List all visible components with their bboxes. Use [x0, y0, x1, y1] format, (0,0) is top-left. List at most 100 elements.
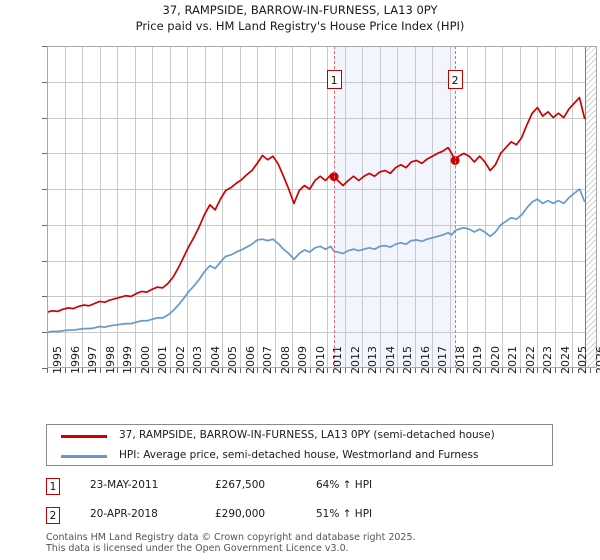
x-axis-label: 2023 [541, 346, 555, 374]
transaction-price: £267,500 [215, 479, 266, 491]
x-axis-label: 1995 [51, 346, 64, 374]
gridline-vertical [292, 46, 294, 368]
gridline-horizontal [47, 153, 597, 155]
legend-color-swatch [61, 455, 107, 458]
x-axis-tick [239, 368, 241, 373]
gridline-vertical [484, 46, 486, 368]
page-subtitle: Price paid vs. HM Land Registry's House … [135, 19, 465, 33]
gridline-horizontal [47, 224, 597, 226]
gridline-vertical [344, 46, 346, 368]
gridline-vertical [152, 46, 154, 368]
transaction-number-badge: 2 [46, 507, 60, 524]
gridline-vertical [327, 46, 329, 368]
x-axis-label: 1997 [86, 346, 100, 374]
gridline-vertical [414, 46, 416, 368]
x-axis-tick [274, 368, 276, 373]
y-axis-tick [42, 296, 47, 298]
footer-line-1: Contains HM Land Registry data © Crown c… [46, 532, 416, 543]
y-axis-tick [42, 117, 47, 119]
gridline-vertical [222, 46, 224, 368]
x-axis-tick [554, 368, 556, 373]
gridline-vertical [379, 46, 381, 368]
gridline-vertical [309, 46, 311, 368]
y-axis-tick [42, 189, 47, 191]
gridline-vertical [82, 46, 84, 368]
transaction-marker-badge[interactable]: 1 [326, 70, 342, 89]
x-axis-tick [99, 368, 101, 373]
x-axis-tick [484, 368, 486, 373]
series-line [47, 96, 586, 314]
x-axis-label: 2010 [313, 346, 327, 374]
x-axis-label: 2006 [243, 346, 257, 374]
x-axis-label: 2021 [506, 346, 520, 374]
legend-label: 37, RAMPSIDE, BARROW-IN-FURNESS, LA13 0P… [119, 429, 495, 441]
gridline-vertical [99, 46, 101, 368]
x-axis-tick [82, 368, 84, 373]
x-axis-tick [134, 368, 136, 373]
transaction-row[interactable]: 2 20-APR-2018 £290,000 51% ↑ HPI [46, 507, 566, 527]
ownership-highlight-band [334, 46, 456, 368]
gridline-vertical [572, 46, 574, 368]
x-axis-tick [152, 368, 154, 373]
gridline-vertical [449, 46, 451, 368]
x-axis-tick [292, 368, 294, 373]
x-axis-tick [362, 368, 364, 373]
gridline-vertical [239, 46, 241, 368]
footer-attribution: Contains HM Land Registry data © Crown c… [46, 532, 586, 554]
x-axis-tick [257, 368, 259, 373]
x-axis-tick [397, 368, 399, 373]
x-axis-label: 2009 [296, 346, 310, 374]
x-axis-label: 2012 [348, 346, 362, 374]
x-axis-label: 1999 [121, 346, 135, 374]
gridline-vertical [64, 46, 66, 368]
transaction-hpi-delta: 51% ↑ HPI [316, 508, 373, 520]
x-axis-tick [204, 368, 206, 373]
x-axis-label: 2019 [471, 346, 485, 374]
x-axis-tick [572, 368, 574, 373]
transaction-row[interactable]: 1 23-MAY-2011 £267,500 64% ↑ HPI [46, 478, 566, 498]
x-axis-tick [379, 368, 381, 373]
x-axis-tick [47, 368, 48, 373]
gridline-vertical [187, 46, 189, 368]
gridline-vertical [467, 46, 469, 368]
x-axis-label: 2004 [208, 346, 222, 374]
y-axis-tick [42, 46, 47, 47]
gridline-vertical [397, 46, 399, 368]
page-title: 37, RAMPSIDE, BARROW-IN-FURNESS, LA13 0P… [162, 3, 438, 17]
x-axis-tick [327, 368, 329, 373]
x-axis-label: 2013 [366, 346, 380, 374]
transaction-marker-line [455, 46, 457, 368]
x-axis-label: 2011 [331, 346, 345, 374]
transaction-marker-badge[interactable]: 2 [447, 70, 463, 89]
x-axis-label: 2024 [558, 346, 572, 374]
price-history-chart: £0£50K£100K£150K£200K£250K£300K£350K£400… [42, 46, 600, 374]
transaction-marker-line [334, 46, 336, 368]
x-axis-tick [309, 368, 311, 373]
x-axis-label: 2016 [418, 346, 432, 374]
gridline-horizontal [47, 81, 597, 83]
x-axis-tick [169, 368, 171, 373]
y-axis-tick [42, 332, 47, 334]
x-axis-label: 1996 [68, 346, 82, 374]
x-axis-label: 2017 [436, 346, 450, 374]
footer-line-2: This data is licensed under the Open Gov… [46, 543, 349, 554]
x-axis-label: 2003 [191, 346, 205, 374]
transaction-price: £290,000 [215, 508, 266, 520]
series-lines [47, 96, 586, 334]
x-axis-label: 2000 [138, 346, 152, 374]
x-axis-label: 2022 [523, 346, 537, 374]
gridline-vertical [169, 46, 171, 368]
gridline-vertical [519, 46, 521, 368]
x-axis-label: 1998 [103, 346, 117, 374]
legend-item: 37, RAMPSIDE, BARROW-IN-FURNESS, LA13 0P… [47, 426, 552, 447]
y-axis-tick [42, 81, 47, 83]
gridline-vertical [274, 46, 276, 368]
gridline-vertical [537, 46, 539, 368]
x-axis-label: 2007 [261, 346, 275, 374]
plot-area [47, 46, 597, 368]
x-axis-tick [414, 368, 416, 373]
transaction-date: 20-APR-2018 [90, 508, 158, 520]
x-axis-tick [537, 368, 539, 373]
x-axis-tick [187, 368, 189, 373]
